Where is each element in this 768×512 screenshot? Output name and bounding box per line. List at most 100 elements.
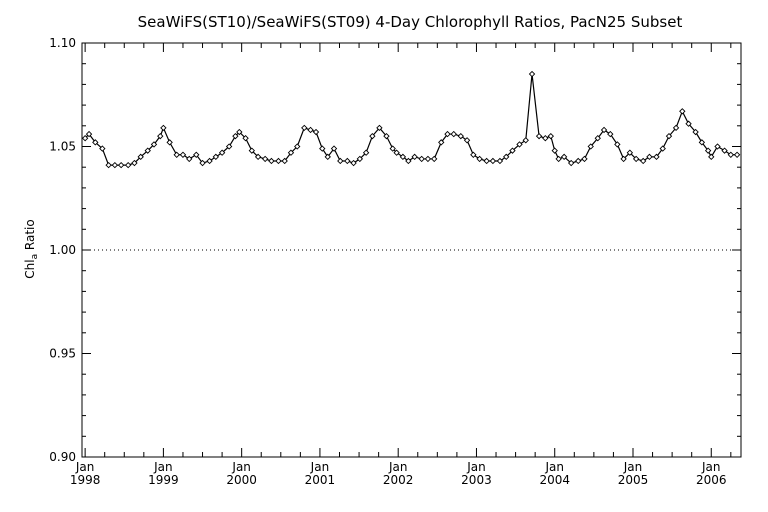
data-point	[117, 161, 125, 169]
y-axis-label-main: Chl	[23, 259, 37, 278]
data-point	[457, 132, 464, 140]
data-point	[144, 147, 151, 154]
data-point	[581, 155, 588, 163]
data-point	[542, 135, 549, 142]
data-point	[405, 157, 412, 165]
x-tick-month-label: Jan	[75, 460, 95, 474]
data-point	[399, 153, 407, 161]
data-point	[551, 147, 558, 154]
x-tick-month-label: Jan	[701, 460, 721, 474]
data-point	[653, 153, 660, 161]
data-point	[535, 132, 543, 140]
y-axis-label-subscript: a	[30, 254, 40, 260]
x-tick-month-label: Jan	[466, 460, 486, 474]
x-tick-month-label: Jan	[231, 460, 251, 474]
x-tick-year-label: 2002	[383, 473, 414, 487]
x-axis-ticks: Jan1998Jan1999Jan2000Jan2001Jan2002Jan20…	[70, 43, 732, 487]
data-point	[721, 147, 728, 154]
data-point	[160, 124, 167, 132]
data-point	[450, 130, 457, 138]
data-point	[319, 145, 326, 152]
y-axis-ticks: 0.90 0.95 1.00 1.05 1.10	[49, 36, 741, 464]
data-point	[248, 147, 256, 154]
data-point	[547, 132, 554, 140]
data-point	[424, 155, 432, 163]
data-point	[476, 155, 483, 163]
data-point	[337, 157, 344, 165]
x-tick-month-label: Jan	[388, 460, 408, 474]
x-tick-month-label: Jan	[544, 460, 564, 474]
y-tick-label: 0.90	[49, 450, 76, 464]
data-point	[587, 143, 594, 150]
x-tick-month-label: Jan	[153, 460, 173, 474]
data-point	[496, 157, 504, 165]
data-point	[665, 132, 673, 140]
data-point	[418, 155, 425, 163]
data-point	[232, 132, 239, 140]
x-tick-year-label: 2000	[226, 473, 257, 487]
data-point	[560, 153, 568, 161]
data-point	[350, 159, 357, 167]
data-point	[483, 157, 490, 165]
data-point	[324, 153, 331, 161]
data-point	[463, 137, 471, 144]
data-point	[166, 139, 173, 146]
data-point	[698, 139, 706, 146]
y-tick-label: 1.10	[49, 36, 76, 50]
y-axis-label-tail: Ratio	[23, 219, 37, 254]
data-point	[438, 139, 445, 146]
data-point	[692, 128, 699, 136]
data-point	[218, 149, 226, 156]
data-point	[369, 132, 376, 140]
x-tick-year-label: 2001	[305, 473, 336, 487]
data-point	[708, 153, 715, 161]
data-point	[212, 153, 220, 161]
data-point	[268, 157, 275, 165]
data-point	[393, 149, 400, 156]
data-point	[528, 70, 536, 78]
data-point	[672, 124, 680, 132]
data-point	[186, 155, 193, 163]
data-point	[626, 149, 634, 156]
data-point	[376, 124, 383, 132]
data-point	[312, 128, 320, 136]
data-point	[470, 151, 477, 158]
x-tick-month-label: Jan	[623, 460, 643, 474]
data-point	[254, 153, 262, 161]
data-point	[124, 161, 132, 169]
data-point	[444, 130, 451, 138]
series-line	[84, 73, 738, 166]
data-point	[555, 155, 562, 163]
data-point	[330, 145, 338, 152]
data-point	[206, 157, 213, 165]
data-point	[307, 126, 314, 134]
data-point	[150, 141, 158, 148]
data-point	[242, 135, 249, 142]
chart-title: SeaWiFS(ST10)/SeaWiFS(ST09) 4-Day Chloro…	[138, 13, 683, 31]
data-point	[362, 149, 370, 156]
x-tick-year-label: 1998	[70, 473, 101, 487]
data-point	[646, 153, 653, 161]
data-point	[193, 151, 200, 158]
data-point	[607, 130, 614, 138]
data-point	[620, 155, 627, 163]
data-point	[659, 145, 666, 152]
data-point	[344, 157, 351, 165]
data-point	[179, 151, 187, 158]
series-ratio	[81, 70, 741, 169]
data-point	[503, 153, 510, 161]
data-point	[600, 126, 608, 134]
data-point	[727, 151, 735, 158]
data-point	[685, 120, 692, 127]
data-point	[614, 141, 621, 148]
data-point	[704, 147, 712, 154]
x-tick-month-label: Jan	[310, 460, 330, 474]
data-point	[383, 132, 390, 140]
data-point	[522, 137, 529, 144]
data-point	[281, 157, 288, 165]
data-point	[275, 157, 282, 165]
x-tick-year-label: 2006	[696, 473, 727, 487]
data-point	[111, 161, 119, 169]
data-point	[509, 147, 516, 154]
